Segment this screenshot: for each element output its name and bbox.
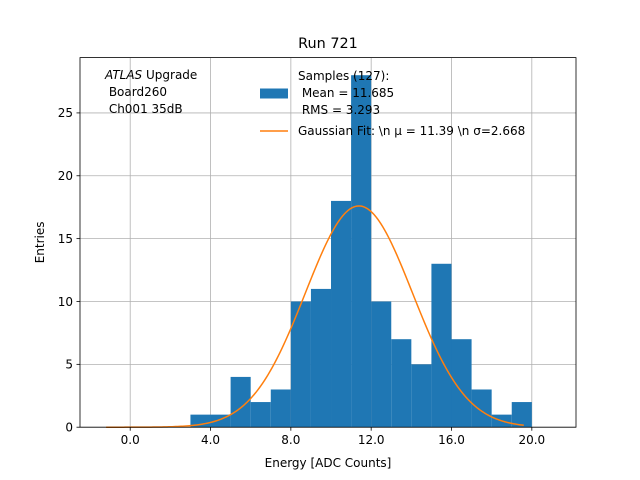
y-tick-label: 15: [58, 232, 73, 246]
histogram-bar: [511, 402, 532, 428]
histogram-bar: [431, 263, 452, 428]
histogram-bar: [250, 402, 271, 428]
x-tick-label: 12.0: [358, 433, 385, 447]
x-tick-label: 4.0: [201, 433, 220, 447]
legend-samples-line-1: Samples (127):: [298, 69, 389, 83]
legend-samples-line-3: RMS = 3.293: [298, 103, 380, 117]
histogram-bar: [351, 75, 372, 428]
legend-samples-line-2: Mean = 11.685: [298, 86, 394, 100]
legend-fit-label: Gaussian Fit: \n μ = 11.39 \n σ=2.668: [298, 124, 525, 138]
legend: Samples (127): Mean = 11.685 RMS = 3.293…: [260, 69, 525, 138]
annotation-line-3: Ch001 35dB: [105, 102, 183, 116]
histogram-bar: [471, 389, 492, 428]
y-axis-ticks: 0 5 10 15 20 25: [58, 106, 80, 435]
annotation-italic: ATLAS: [104, 68, 143, 82]
legend-samples-patch: [260, 88, 288, 99]
chart-title: Run 721: [298, 36, 358, 52]
histogram-bar: [310, 288, 332, 428]
gaussian-fit-curve: [106, 205, 524, 428]
annotation-line-1: ATLAS Upgrade: [104, 68, 197, 82]
histogram-bar: [270, 389, 291, 428]
histogram-bar: [451, 339, 472, 428]
histogram-bar: [391, 339, 412, 428]
annotation-line-1-rest: Upgrade: [142, 68, 197, 82]
x-tick-label: 20.0: [518, 433, 545, 447]
y-tick-label: 10: [58, 295, 73, 309]
y-tick-label: 0: [65, 421, 73, 435]
x-tick-label: 8.0: [281, 433, 300, 447]
x-axis-ticks: 0.0 4.0 8.0 12.0 16.0 20.0: [121, 427, 545, 447]
x-tick-label: 16.0: [438, 433, 465, 447]
annotation-line-2: Board260: [105, 85, 167, 99]
histogram-bar: [230, 376, 251, 428]
x-tick-label: 0.0: [121, 433, 140, 447]
histogram-bar: [290, 301, 311, 428]
x-axis-label: Energy [ADC Counts]: [265, 456, 392, 470]
y-tick-label: 20: [58, 169, 73, 183]
y-tick-label: 25: [58, 106, 73, 120]
histogram-bar: [331, 200, 352, 428]
histogram-bar: [371, 301, 392, 428]
histogram-bars: [190, 75, 532, 428]
y-tick-label: 5: [65, 358, 73, 372]
plot-frame: [79, 57, 577, 428]
y-axis-label: Entries: [33, 222, 47, 264]
atlas-annotation: ATLAS Upgrade Board260 Ch001 35dB: [104, 68, 197, 116]
histogram-bar: [411, 364, 432, 428]
